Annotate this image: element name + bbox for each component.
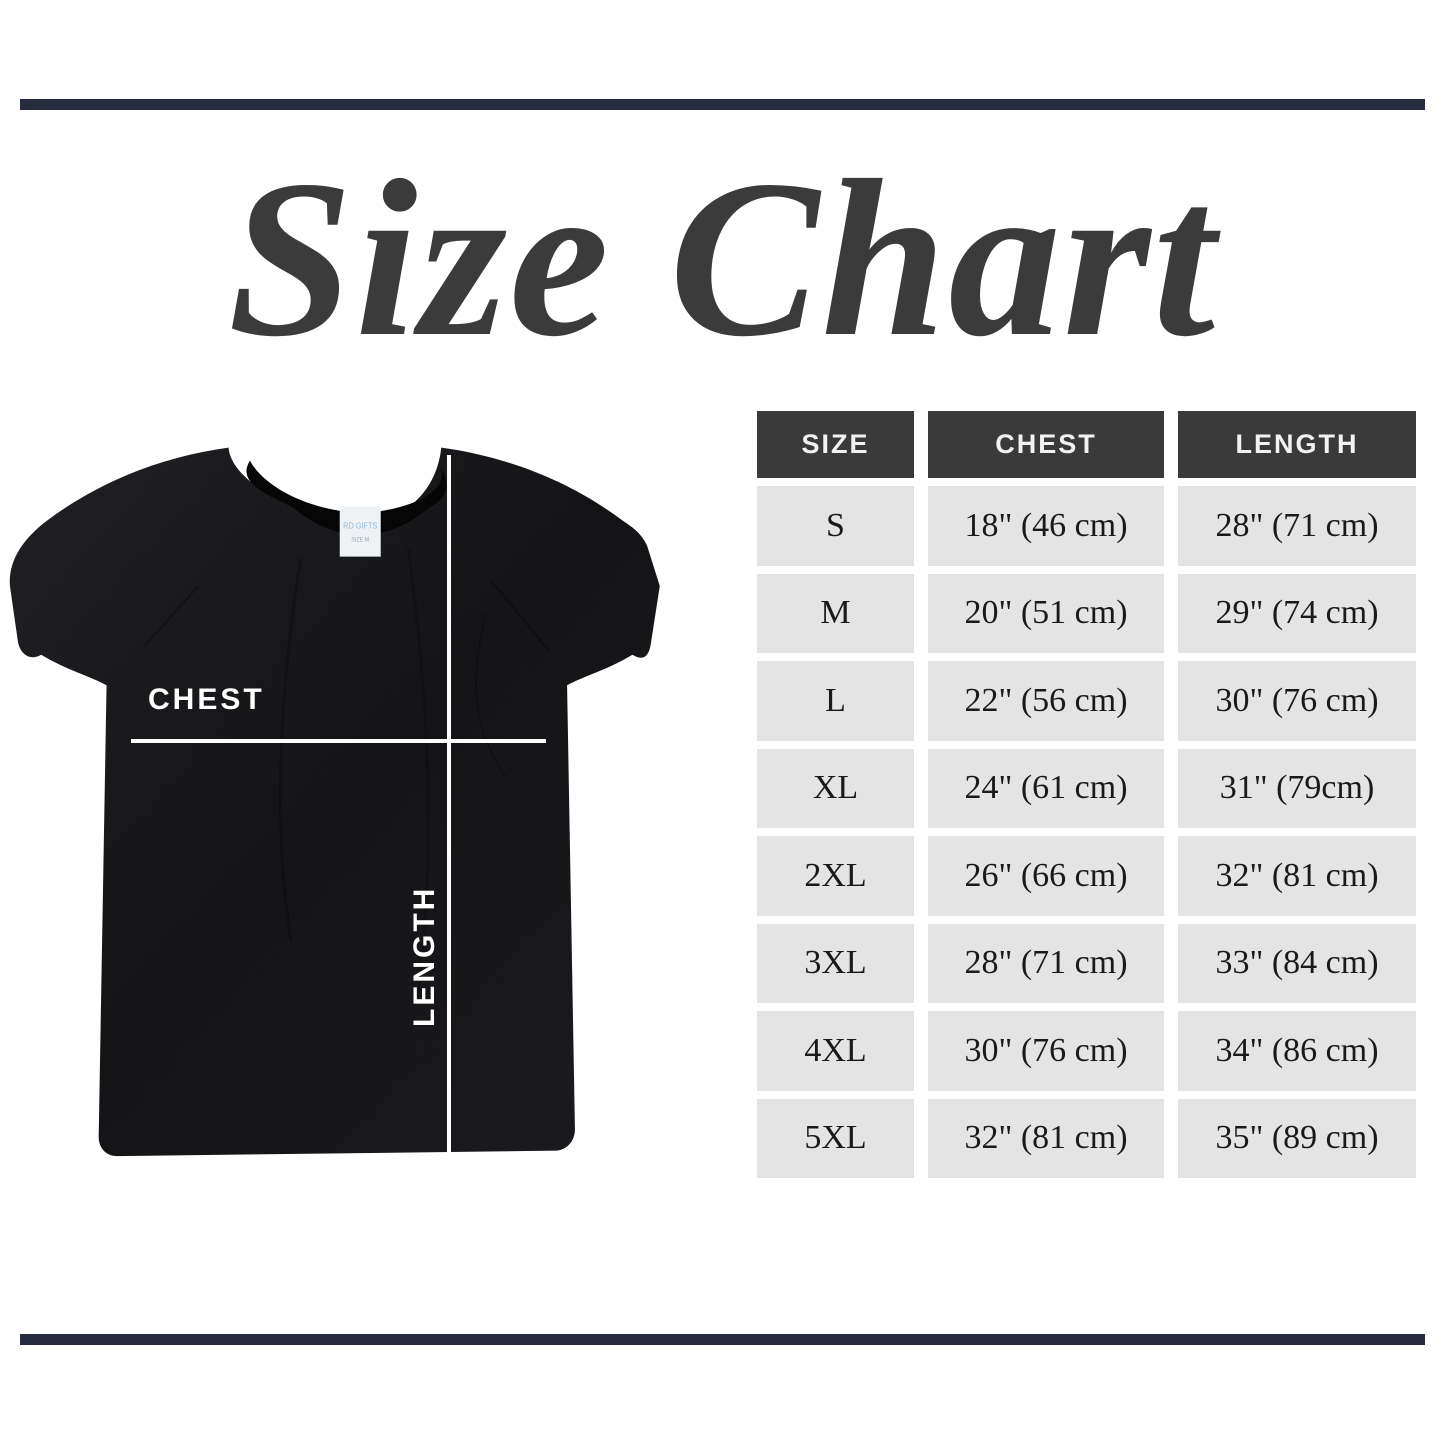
svg-text:RD GIFTS: RD GIFTS (343, 521, 377, 530)
svg-text:SIZE M: SIZE M (351, 537, 369, 543)
